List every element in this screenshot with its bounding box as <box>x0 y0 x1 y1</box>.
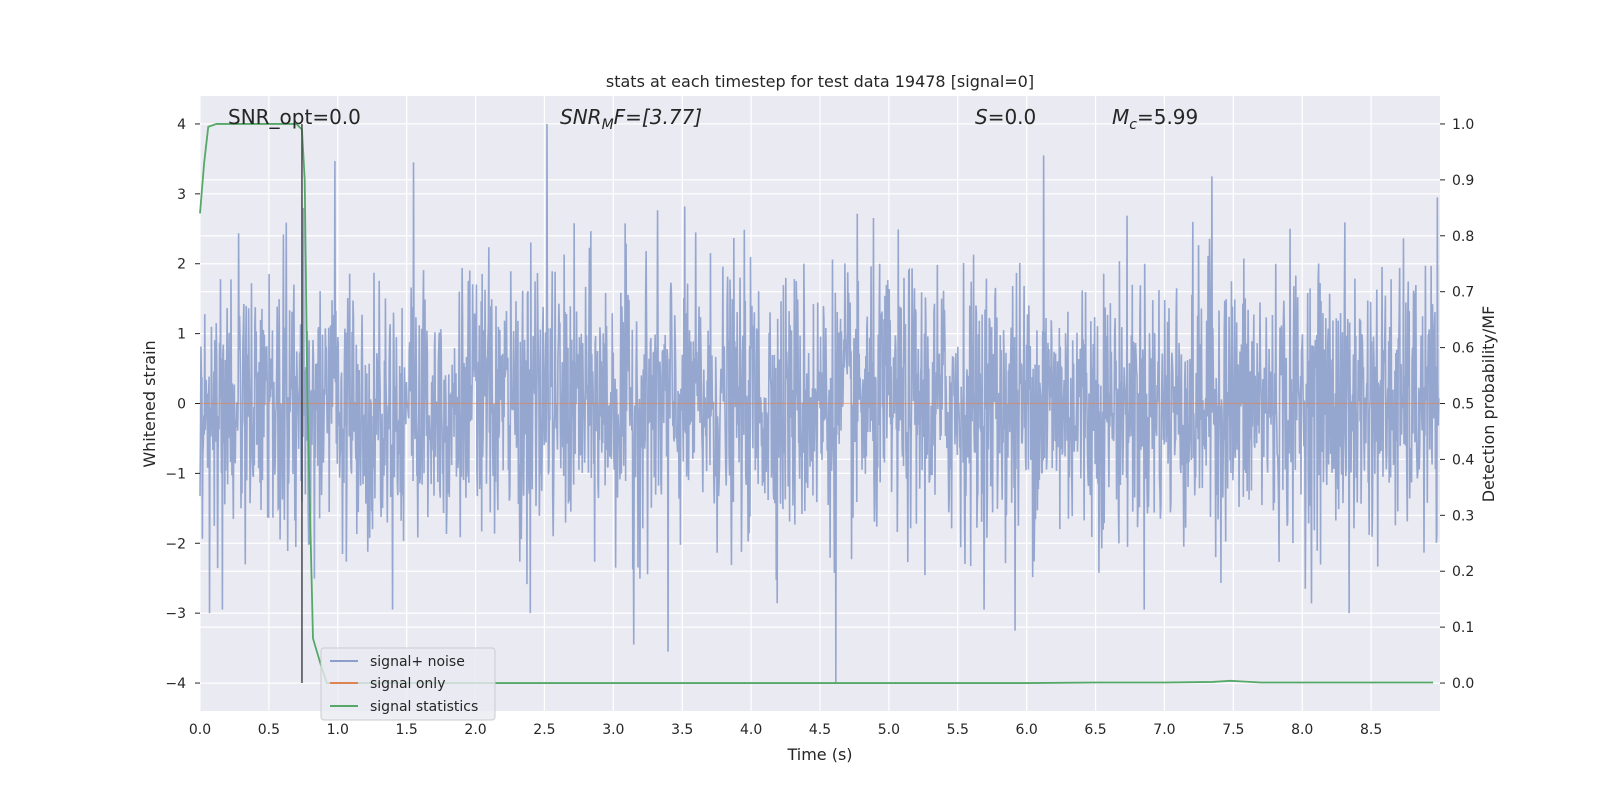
x-tick-label: 7.0 <box>1153 722 1175 738</box>
y2-tick-label: 0.9 <box>1452 173 1474 189</box>
x-tick-label: 2.5 <box>533 722 555 738</box>
x-tick-label: 6.5 <box>1084 722 1106 738</box>
y2-tick-label: 0.1 <box>1452 620 1474 636</box>
y2-tick-label: 0.4 <box>1452 452 1474 468</box>
x-tick-label: 2.0 <box>464 722 486 738</box>
x-tick-label: 4.5 <box>809 722 831 738</box>
x-tick-label: 8.5 <box>1360 722 1382 738</box>
y-axis-ticks: 4 3 2 1 0 −1 −2 −3 −4 <box>165 117 200 692</box>
y2-tick-label: 0.8 <box>1452 229 1474 245</box>
legend-box <box>320 647 496 721</box>
annotation-snr-mf-main: SNR <box>560 105 602 129</box>
annotation-snr-mf-rest: F=[3.77] <box>614 105 702 129</box>
annotation-snr-mf-sub: M <box>602 117 614 133</box>
legend-label-signal-noise: signal+ noise <box>370 654 465 670</box>
y-axis-label: Whitened strain <box>140 340 159 467</box>
x-tick-label: 0.5 <box>258 722 280 738</box>
y-tick-label: 1 <box>177 327 186 343</box>
y2-tick-label: 0.3 <box>1452 508 1474 524</box>
y2-tick-label: 0.5 <box>1452 397 1474 413</box>
annotation-s: S=0.0 <box>975 105 1036 129</box>
y2-tick-label: 0.2 <box>1452 564 1474 580</box>
annotation-mc-rest: =5.99 <box>1137 105 1198 129</box>
x-tick-label: 7.5 <box>1222 722 1244 738</box>
legend: signal+ noise signal only signal statist… <box>320 647 496 721</box>
annotation-snr-mf: SNRMF=[3.77] <box>560 105 702 133</box>
annotation-snr-opt: SNR_opt=0.0 <box>228 105 361 129</box>
y-tick-label: −2 <box>165 536 186 552</box>
x-tick-label: 3.0 <box>602 722 624 738</box>
y2-tick-label: 0.7 <box>1452 285 1474 301</box>
x-tick-label: 1.0 <box>327 722 349 738</box>
y-tick-label: 3 <box>177 187 186 203</box>
x-tick-label: 3.5 <box>671 722 693 738</box>
y2-tick-label: 0.0 <box>1452 676 1474 692</box>
y2-tick-label: 0.6 <box>1452 341 1474 357</box>
y-tick-label: −3 <box>165 606 186 622</box>
x-tick-label: 5.5 <box>947 722 969 738</box>
x-tick-label: 0.0 <box>189 722 211 738</box>
chart-title: stats at each timestep for test data 194… <box>606 72 1034 91</box>
x-tick-label: 6.0 <box>1016 722 1038 738</box>
legend-label-signal-only: signal only <box>370 676 445 692</box>
x-tick-label: 4.0 <box>740 722 762 738</box>
annotation-mc-sub: c <box>1129 117 1137 133</box>
legend-label-signal-statistics: signal statistics <box>370 699 478 715</box>
y-tick-label: −4 <box>165 676 186 692</box>
y-tick-label: 2 <box>177 257 186 273</box>
x-tick-label: 8.0 <box>1291 722 1313 738</box>
x-axis-label: Time (s) <box>786 745 852 764</box>
series-line-signal-noise <box>199 123 1440 684</box>
annotation-mc: Mc=5.99 <box>1112 105 1198 133</box>
y2-tick-label: 1.0 <box>1452 117 1474 133</box>
x-axis-ticks: 0.0 0.5 1.0 1.5 2.0 2.5 3.0 3.5 4.0 4.5 5.0 5.5 6.0 6… <box>189 722 1382 738</box>
x-tick-label: 5.0 <box>878 722 900 738</box>
y2-axis-label: Detection probability/MF <box>1479 306 1498 503</box>
annotation-s-var: S <box>975 105 988 129</box>
y-tick-label: 4 <box>177 117 186 133</box>
y-tick-label: −1 <box>165 466 186 482</box>
series-signal-noise <box>199 123 1440 684</box>
x-tick-label: 1.5 <box>396 722 418 738</box>
annotation-s-rest: =0.0 <box>988 105 1037 129</box>
y2-axis-ticks: 1.0 0.9 0.8 0.7 0.6 0.5 0.4 0.3 0.2 0.1 0.0 <box>1440 117 1474 692</box>
y-tick-label: 0 <box>177 397 186 413</box>
annotation-mc-var: M <box>1112 105 1129 129</box>
